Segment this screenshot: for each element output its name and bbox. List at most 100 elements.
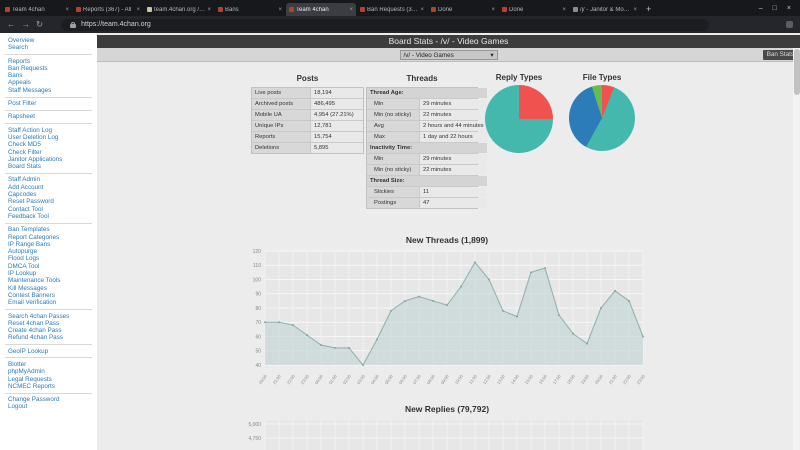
sidebar-item-phpmyadmin[interactable]: phpMyAdmin	[8, 368, 45, 376]
sidebar-item-staff-action-log[interactable]: Staff Action Log	[8, 126, 52, 134]
tab-close-icon[interactable]: ×	[65, 6, 69, 13]
new-replies-chart-title: New Replies (79,792)	[404, 404, 490, 414]
sidebar-item-search-4chan-passes[interactable]: Search 4chan Passes	[8, 312, 70, 320]
threads-row-label: Stickies	[367, 187, 419, 197]
browser-tab[interactable]: Reports (367) - All ×	[73, 3, 143, 16]
browser-tab[interactable]: Done ×	[499, 3, 569, 16]
svg-text:14:00: 14:00	[510, 373, 520, 385]
sidebar-item-ban-templates[interactable]: Ban Templates	[8, 226, 50, 234]
sidebar-item-legal-requests[interactable]: Legal Requests	[8, 375, 52, 383]
sidebar-item-email-verification[interactable]: Email Verification	[8, 299, 57, 307]
svg-text:20:00: 20:00	[594, 373, 604, 385]
sidebar-item-blotter[interactable]: Blotter	[8, 360, 27, 368]
sidebar-item-staff-messages[interactable]: Staff Messages	[8, 86, 52, 94]
browser-tab[interactable]: Team 4chan ×	[286, 3, 356, 16]
sidebar-item-change-password[interactable]: Change Password	[8, 396, 60, 404]
sidebar-item-ban-requests[interactable]: Ban Requests	[8, 64, 48, 72]
tab-favicon	[147, 7, 152, 12]
sidebar-item-ip-range-bans[interactable]: IP Range Bans	[8, 240, 51, 248]
tab-close-icon[interactable]: ×	[207, 6, 211, 13]
sidebar-item-board-stats[interactable]: Board Stats	[8, 163, 41, 171]
sidebar-item-flood-logs[interactable]: Flood Logs	[8, 255, 40, 263]
browser-tab[interactable]: Ban Requests (36) - All×	[357, 3, 427, 16]
sidebar-item-appeals[interactable]: Appeals	[8, 79, 31, 87]
tab-close-icon[interactable]: ×	[349, 6, 353, 13]
browser-tab[interactable]: Team 4chan ×	[2, 3, 72, 16]
tab-close-icon[interactable]: ×	[136, 6, 140, 13]
sidebar-item-user-deletion-log[interactable]: User Deletion Log	[8, 133, 59, 141]
new-tab-button[interactable]: +	[646, 4, 652, 14]
sidebar-item-ncmec-reports[interactable]: NCMEC Reports	[8, 382, 55, 390]
posts-table-title: Posts	[296, 74, 319, 83]
tab-title: Ban Requests (36) - All	[367, 6, 418, 13]
tab-close-icon[interactable]: ×	[278, 6, 282, 13]
browser-tab[interactable]: Bans ×	[215, 3, 285, 16]
sidebar-divider	[5, 309, 92, 310]
posts-row-label: Archived posts	[252, 99, 310, 109]
sidebar-item-janitor-applications[interactable]: Janitor Applications	[8, 155, 63, 163]
tab-close-icon[interactable]: ×	[420, 6, 424, 13]
tab-close-icon[interactable]: ×	[491, 6, 495, 13]
sidebar-item-create-4chan-pass[interactable]: Create 4chan Pass	[8, 327, 62, 335]
sidebar-item-reset-password[interactable]: Reset Password	[8, 198, 54, 206]
tab-title: Team 4chan	[12, 6, 45, 13]
sidebar-item-contest-banners[interactable]: Contest Banners	[8, 291, 55, 299]
ban-stats-button[interactable]: Ban Stats	[762, 50, 798, 60]
tab-close-icon[interactable]: ×	[562, 6, 566, 13]
sidebar-divider	[5, 54, 92, 56]
sidebar-item-dmca-tool[interactable]: DMCA Tool	[8, 262, 40, 270]
browser-tab[interactable]: /j/ - Janitor & Moderator×	[570, 3, 640, 16]
scrollbar-thumb[interactable]	[793, 49, 800, 95]
sidebar-item-capcodes[interactable]: Capcodes	[8, 191, 37, 199]
svg-text:40: 40	[255, 363, 261, 369]
svg-text:22:00: 22:00	[286, 373, 296, 385]
extensions-icon[interactable]	[786, 21, 793, 28]
forward-icon[interactable]: →	[21, 19, 31, 30]
sidebar-item-geoip-lookup[interactable]: GeoIP Lookup	[8, 347, 49, 355]
sidebar-item-reports[interactable]: Reports	[8, 57, 31, 65]
back-icon[interactable]: ←	[7, 19, 16, 30]
sidebar-item-add-account[interactable]: Add Account	[8, 183, 44, 191]
url-input[interactable]: https://team.4chan.org	[61, 18, 710, 31]
sidebar-item-bans[interactable]: Bans	[8, 72, 23, 80]
sidebar-item-check-md5[interactable]: Check MD5	[8, 141, 41, 149]
maximize-button[interactable]: □	[772, 4, 777, 12]
sidebar-item-maintenance-tools[interactable]: Maintenance Tools	[8, 277, 61, 285]
sidebar-item-post-filter[interactable]: Post Filter	[8, 100, 37, 108]
sidebar-item-kill-messages[interactable]: Kill Messages	[8, 284, 47, 292]
threads-row-value: 29 minutes	[420, 99, 487, 109]
sidebar-item-feedback-tool[interactable]: Feedback Tool	[8, 212, 49, 220]
svg-text:09:00: 09:00	[440, 373, 450, 385]
posts-table: Live posts 18,194 Archived posts 486,495 Mob…	[251, 87, 364, 154]
sidebar-item-rapsheet[interactable]: Rapsheet	[8, 113, 35, 121]
sidebar-item-check-filter[interactable]: Check Filter	[8, 148, 42, 156]
close-window-button[interactable]: ×	[786, 4, 791, 12]
sidebar-item-logout[interactable]: Logout	[8, 403, 28, 411]
sidebar-item-report-categories[interactable]: Report Categories	[8, 233, 60, 241]
threads-row-label: Min	[367, 154, 419, 164]
sidebar-item-search[interactable]: Search	[8, 44, 28, 52]
address-bar: ← → ↻ https://team.4chan.org	[0, 16, 800, 33]
url-text: https://team.4chan.org	[81, 21, 151, 28]
sidebar-item-staff-admin[interactable]: Staff Admin	[8, 176, 41, 184]
browser-tab[interactable]: Done ×	[428, 3, 498, 16]
sidebar-item-autopurge[interactable]: Autopurge	[8, 248, 38, 256]
reload-icon[interactable]: ↻	[36, 19, 44, 30]
sidebar-item-overview[interactable]: Overview	[8, 37, 35, 44]
sidebar-item-ip-lookup[interactable]: IP Lookup	[8, 270, 37, 278]
minimize-button[interactable]: –	[758, 4, 763, 12]
browser-tab[interactable]: team.4chan.org / via me×	[144, 3, 214, 16]
scrollbar-track[interactable]	[793, 48, 800, 450]
tab-favicon	[218, 7, 223, 12]
tab-strip: Team 4chan × Reports (367) - All × team.4cha…	[0, 0, 800, 16]
tab-close-icon[interactable]: ×	[633, 6, 637, 13]
sidebar-item-reset-4chan-pass[interactable]: Reset 4chan Pass	[8, 319, 60, 327]
sidebar: Overview Search Reports Ban Requests Bans App…	[0, 33, 97, 450]
sidebar-item-refund-4chan-pass[interactable]: Refund 4chan Pass	[8, 334, 63, 342]
svg-text:50: 50	[255, 349, 261, 355]
sidebar-item-contact-tool[interactable]: Contact Tool	[8, 205, 43, 213]
threads-row-label: Max	[367, 132, 419, 142]
board-select[interactable]: /v/ - Video Games ▾	[399, 50, 498, 60]
threads-row-label: Avg	[367, 121, 419, 131]
